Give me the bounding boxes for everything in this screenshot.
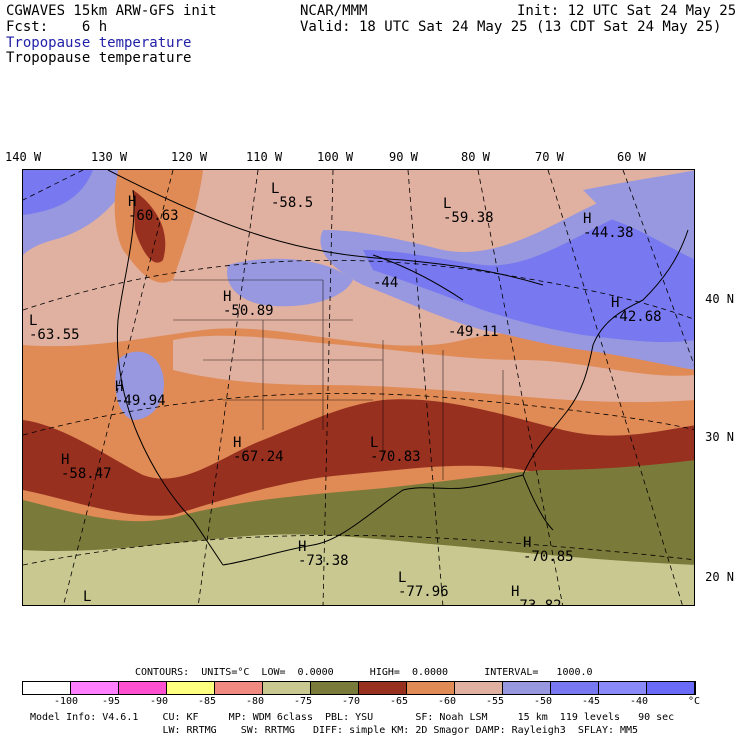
lon-label: 90 W (389, 150, 418, 164)
model-title: CGWAVES 15km ARW-GFS init (6, 3, 217, 19)
colorbar-swatch (119, 682, 167, 694)
extrema-label: H -50.89 (223, 289, 274, 319)
extrema-label: H -44.38 (583, 211, 634, 241)
extrema-label: H -58.47 (61, 452, 112, 482)
source-label: NCAR/MMM (300, 3, 368, 19)
colorbar-tick-label: -60 (438, 696, 457, 707)
lon-label: 100 W (317, 150, 354, 164)
colorbar-swatch (599, 682, 647, 694)
colorbar-swatch (503, 682, 551, 694)
valid-time: Valid: 18 UTC Sat 24 May 25 (13 CDT Sat … (300, 19, 722, 35)
colorbar-tick-label: -80 (246, 696, 265, 707)
extrema-label: L (83, 589, 92, 605)
colorbar-tick-label: -100 (54, 696, 79, 707)
lat-label: 20 N (705, 570, 734, 584)
extrema-label: H -70.85 (523, 535, 574, 565)
colorbar-swatch (407, 682, 455, 694)
forecast-hour: Fcst: 6 h (6, 19, 108, 35)
lon-label: 120 W (171, 150, 208, 164)
contours-info: CONTOURS: UNITS=°C LOW= 0.0000 HIGH= 0.0… (135, 667, 593, 678)
colorbar-swatch (455, 682, 503, 694)
model-info-line1: Model Info: V4.6.1 CU: KF MP: WDM 6class… (30, 712, 675, 723)
lat-label: 40 N (705, 292, 734, 306)
colorbar-tick-label: -65 (390, 696, 409, 707)
colorbar-swatch (263, 682, 311, 694)
temperature-field (23, 170, 694, 605)
field-title-colored: Tropopause temperature (6, 35, 192, 51)
colorbar-tick-label: -40 (630, 696, 649, 707)
colorbar-tick-label: °C (688, 696, 701, 707)
colorbar-swatch (551, 682, 599, 694)
init-time: Init: 12 UTC Sat 24 May 25 (517, 3, 737, 19)
colorbar-swatch (167, 682, 215, 694)
colorbar-tick-label: -85 (198, 696, 217, 707)
extrema-label: H -73.38 (298, 539, 349, 569)
lat-label: 30 N (705, 430, 734, 444)
colorbar-swatch (647, 682, 695, 694)
lon-label: 80 W (461, 150, 490, 164)
color-bar (22, 681, 696, 695)
extrema-label: -49.11 (448, 324, 499, 340)
colorbar-swatch (311, 682, 359, 694)
colorbar-tick-label: -45 (582, 696, 601, 707)
lon-label: 140 W (5, 150, 42, 164)
colorbar-swatch (215, 682, 263, 694)
field-title: Tropopause temperature (6, 50, 192, 66)
map-panel: L -58.5 L -59.38 H -60.63 H -44.38 H -50.89 -… (22, 169, 695, 606)
colorbar-tick-label: -90 (150, 696, 169, 707)
model-info-line2: LW: RRTMG SW: RRTMG DIFF: simple KM: 2D … (30, 725, 639, 736)
colorbar-tick-label: -95 (102, 696, 121, 707)
extrema-label: L -77.96 (398, 570, 449, 600)
extrema-label: H -67.24 (233, 435, 284, 465)
colorbar-swatch (359, 682, 407, 694)
extrema-label: H -73.82 (511, 584, 562, 606)
lon-label: 110 W (246, 150, 283, 164)
colorbar-tick-label: -75 (294, 696, 313, 707)
lon-label: 70 W (535, 150, 564, 164)
extrema-label: L -70.83 (370, 435, 421, 465)
extrema-label: H -60.63 (128, 194, 179, 224)
extrema-label: L -59.38 (443, 196, 494, 226)
colorbar-swatch (23, 682, 71, 694)
extrema-label: -44 (373, 275, 399, 291)
colorbar-tick-label: -70 (342, 696, 361, 707)
extrema-label: H -49.94 (115, 379, 166, 409)
extrema-label: H -42.68 (611, 295, 662, 325)
lon-label: 60 W (617, 150, 646, 164)
lon-label: 130 W (91, 150, 128, 164)
extrema-label: L -58.5 (271, 181, 314, 211)
extrema-label: L -63.55 (29, 313, 80, 343)
colorbar-tick-label: -50 (534, 696, 553, 707)
colorbar-tick-label: -55 (486, 696, 505, 707)
colorbar-swatch (71, 682, 119, 694)
